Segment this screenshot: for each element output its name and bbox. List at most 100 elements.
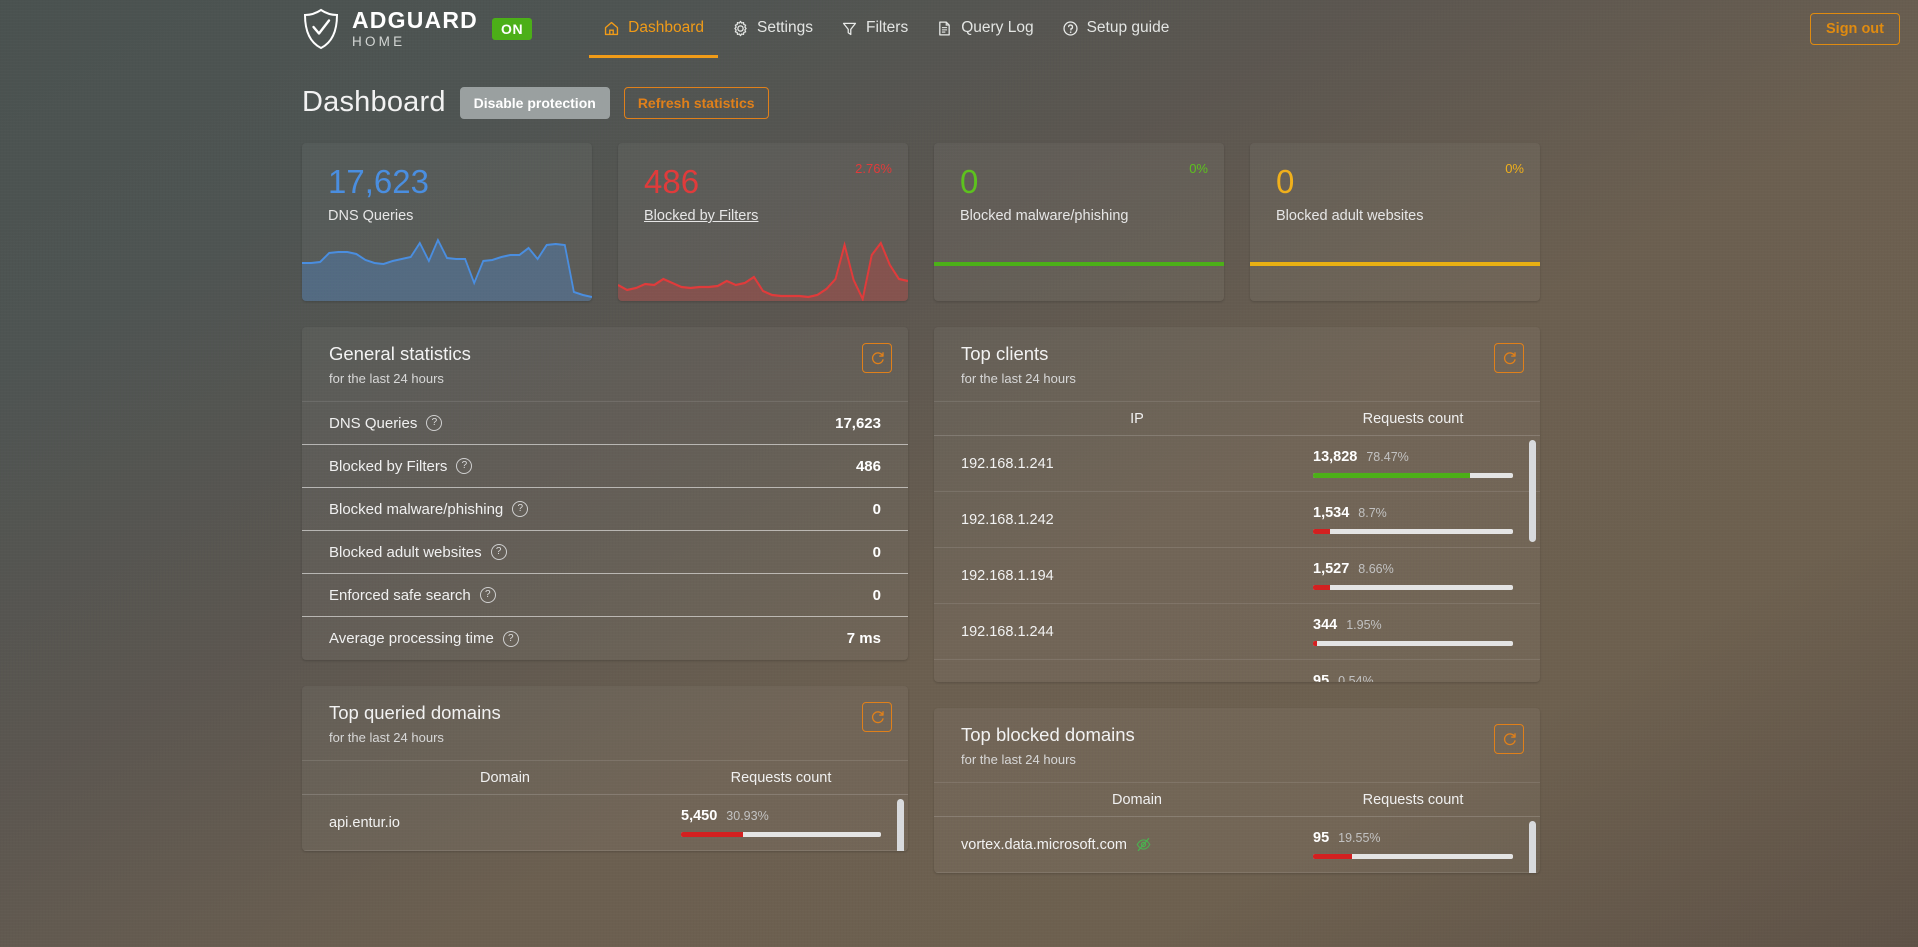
unblock-eye-icon[interactable] xyxy=(1135,836,1152,853)
panel-header: Top clients for the last 24 hours xyxy=(934,327,1540,402)
panel-general-statistics: General statistics for the last 24 hours… xyxy=(302,327,908,660)
stat-value: 17,623 xyxy=(835,414,881,432)
shield-check-icon xyxy=(303,8,339,50)
progress-bar xyxy=(1313,473,1513,478)
column-header-domain: Domain xyxy=(1112,791,1162,808)
client-ip[interactable]: 192.168.1.242 xyxy=(961,511,1054,528)
home-icon xyxy=(605,21,619,35)
panel-title: Top clients xyxy=(961,343,1049,364)
stat-value: 7 ms xyxy=(846,630,881,647)
panel-header: General statistics for the last 24 hours xyxy=(302,327,908,402)
protection-status-badge[interactable]: ON xyxy=(491,18,533,40)
gear-icon xyxy=(734,20,747,36)
requests-percent: 1.95% xyxy=(1346,618,1382,632)
domain-name[interactable]: api.entur.io xyxy=(329,814,400,831)
table-header: Domain Requests count xyxy=(934,783,1540,817)
stat-label: DNS Queries xyxy=(329,414,418,432)
nav-item-settings[interactable]: Settings xyxy=(718,0,827,58)
refresh-button-top-clients[interactable] xyxy=(1494,343,1524,373)
card-blocked-adult-websites[interactable]: 0 Blocked adult websites 0% xyxy=(1250,143,1540,301)
refresh-icon xyxy=(871,351,884,364)
scrollbar-thumb[interactable] xyxy=(1529,821,1536,873)
refresh-button-top-queried-domains[interactable] xyxy=(862,702,892,732)
stat-row: Blocked adult websites ? 0 xyxy=(302,531,908,574)
table-body: vortex.data.microsoft.com 95 19.55% xyxy=(934,817,1540,873)
disable-protection-button[interactable]: Disable protection xyxy=(459,86,610,119)
refresh-icon xyxy=(1503,351,1516,364)
column-header-requests-count: Requests count xyxy=(1362,791,1464,808)
panels-left-column: General statistics for the last 24 hours… xyxy=(302,327,908,873)
card-blocked-by-filters[interactable]: 486 Blocked by Filters 2.76% xyxy=(618,143,908,301)
progress-bar xyxy=(1313,641,1513,646)
page-content: Dashboard Disable protection Refresh sta… xyxy=(0,86,1918,873)
nav-label: Settings xyxy=(756,19,813,36)
stat-row: Enforced safe search ? 0 xyxy=(302,574,908,617)
brand-name: ADGUARD xyxy=(352,7,478,34)
requests-percent: 8.7% xyxy=(1358,506,1387,520)
requests-count: 5,450 xyxy=(681,808,718,824)
card-value: 0 xyxy=(1276,163,1295,200)
help-icon[interactable]: ? xyxy=(456,458,473,474)
sign-out-button[interactable]: Sign out xyxy=(1810,13,1900,45)
panel-subtitle: for the last 24 hours xyxy=(961,371,1076,386)
help-icon[interactable]: ? xyxy=(426,415,443,431)
client-ip[interactable]: 192.168.1.98 xyxy=(961,680,1046,683)
card-label: Blocked adult websites xyxy=(1276,208,1424,224)
card-dns-queries[interactable]: 17,623 DNS Queries xyxy=(302,143,592,301)
panel-subtitle: for the last 24 hours xyxy=(961,752,1076,767)
requests-count: 95 xyxy=(1313,673,1330,682)
nav-item-dashboard[interactable]: Dashboard xyxy=(589,0,718,58)
nav-label: Filters xyxy=(866,19,909,36)
main-navigation: Dashboard Settings Filters Query Log xyxy=(589,0,1183,58)
requests-count: 1,527 xyxy=(1313,561,1350,577)
panel-header: Top blocked domains for the last 24 hour… xyxy=(934,708,1540,783)
scrollbar-thumb[interactable] xyxy=(1529,440,1536,542)
scrollbar-thumb[interactable] xyxy=(897,799,904,851)
stat-row: Blocked by Filters ? 486 xyxy=(302,445,908,488)
nav-item-filters[interactable]: Filters xyxy=(827,0,922,58)
panel-header: Top queried domains for the last 24 hour… xyxy=(302,686,908,761)
nav-item-query-log[interactable]: Query Log xyxy=(922,0,1047,58)
requests-percent: 8.66% xyxy=(1358,562,1394,576)
card-label: DNS Queries xyxy=(328,208,414,224)
summary-cards: 17,623 DNS Queries 486 Blocked by Filter… xyxy=(302,143,1918,301)
stat-row: DNS Queries ? 17,623 xyxy=(302,402,908,445)
table-row: 192.168.1.241 13,828 78.47% xyxy=(934,436,1540,492)
refresh-statistics-button[interactable]: Refresh statistics xyxy=(623,86,769,119)
card-value: 17,623 xyxy=(328,163,429,200)
card-label[interactable]: Blocked by Filters xyxy=(644,208,759,224)
help-icon[interactable]: ? xyxy=(479,587,496,603)
sparkline-dns-queries xyxy=(302,235,592,301)
card-percent: 0% xyxy=(1189,161,1208,176)
table-row: api.entur.io 5,450 30.93% xyxy=(302,795,908,851)
requests-count: 95 xyxy=(1313,830,1330,846)
brand-subtitle: HOME xyxy=(352,34,406,50)
client-ip[interactable]: 192.168.1.241 xyxy=(961,455,1054,472)
help-icon[interactable]: ? xyxy=(512,501,529,517)
stat-value: 0 xyxy=(872,586,881,604)
panel-subtitle: for the last 24 hours xyxy=(329,371,444,386)
table-body: 192.168.1.241 13,828 78.47% 192.168.1.24… xyxy=(934,436,1540,682)
stat-label: Blocked adult websites xyxy=(329,543,482,561)
panel-title: General statistics xyxy=(329,343,471,364)
requests-percent: 78.47% xyxy=(1366,450,1409,464)
nav-item-setup-guide[interactable]: Setup guide xyxy=(1048,0,1184,58)
table-row: vortex.data.microsoft.com 95 19.55% xyxy=(934,817,1540,873)
card-blocked-malware-phishing[interactable]: 0 Blocked malware/phishing 0% xyxy=(934,143,1224,301)
help-icon[interactable]: ? xyxy=(490,544,507,560)
refresh-icon xyxy=(871,710,884,723)
refresh-button-top-blocked-domains[interactable] xyxy=(1494,724,1524,754)
domain-name[interactable]: vortex.data.microsoft.com xyxy=(961,836,1127,853)
table-body: api.entur.io 5,450 30.93% xyxy=(302,795,908,851)
help-icon[interactable]: ? xyxy=(502,630,519,647)
requests-percent: 19.55% xyxy=(1338,831,1381,845)
table-row: 192.168.1.194 1,527 8.66% xyxy=(934,548,1540,604)
progress-bar xyxy=(1313,529,1513,534)
refresh-button-general-statistics[interactable] xyxy=(862,343,892,373)
client-ip[interactable]: 192.168.1.244 xyxy=(961,623,1054,640)
document-icon xyxy=(939,20,951,36)
nav-label: Query Log xyxy=(961,19,1034,36)
client-ip[interactable]: 192.168.1.194 xyxy=(961,567,1054,584)
panel-top-blocked-domains: Top blocked domains for the last 24 hour… xyxy=(934,708,1540,873)
progress-bar xyxy=(1313,854,1513,859)
